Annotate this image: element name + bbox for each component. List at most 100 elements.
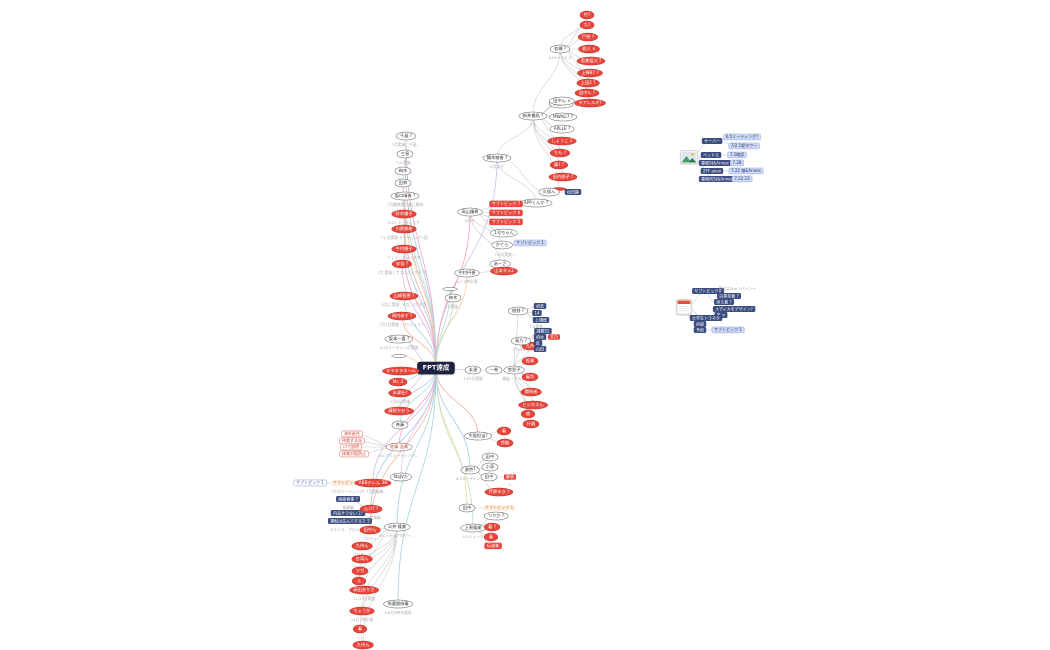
central-topic[interactable]: FPT達成 (417, 361, 455, 375)
mindmap-node-l17[interactable]: 藤野かおう (384, 406, 414, 416)
mindmap-node-q2[interactable]: 台湾ん (351, 554, 373, 564)
mindmap-node-g11[interactable]: 山本タメ2 (490, 266, 518, 276)
mindmap-node-r19[interactable]: 文乃 (548, 334, 560, 340)
mindmap-node-g1[interactable]: 高山優希 (457, 207, 483, 217)
mindmap-node-l13[interactable] (391, 354, 407, 358)
mindmap-node-m2[interactable]: 新井貴皓 ? (518, 111, 548, 121)
mindmap-node-i11[interactable]: 事務所St&Annex (698, 175, 736, 183)
mindmap-node-l9[interactable]: 安倍 ? (391, 259, 413, 269)
mindmap-node-j6[interactable]: メディカをデザイン? (712, 305, 756, 313)
mindmap-node-k10[interactable]: 高級検事 ? (336, 495, 360, 503)
mindmap-node-i2[interactable]: サーバー (701, 137, 723, 145)
mindmap-node-b9[interactable]: 芹那ゆき ? (484, 487, 514, 497)
mindmap-node-j2[interactable]: サブトピック× (692, 287, 724, 295)
mindmap-node-b2[interactable]: 着 (497, 426, 511, 436)
mindmap-node-r18[interactable]: 初め (533, 333, 547, 341)
mindmap-node-m4[interactable]: MWAG7 ? (548, 112, 578, 122)
mindmap-node-r13[interactable]: 14 (532, 309, 542, 317)
mindmap-node-g2[interactable]: サブトピック 7 (489, 200, 523, 208)
mindmap-node-l16[interactable]: 米津社? (388, 388, 412, 398)
mindmap-node-r7[interactable]: 関係者 (520, 387, 542, 397)
mindmap-node-b12[interactable]: 上原隆美 (460, 523, 486, 533)
mindmap-node-k4[interactable]: 体質対面防止 (339, 450, 369, 458)
mindmap-node-k13[interactable]: んパ? ? (359, 504, 383, 514)
mindmap-node-b15[interactable]: 着 (484, 532, 498, 542)
mindmap-node-i3[interactable]: 6.5ミーティング? (723, 133, 761, 141)
mindmap-node-m11[interactable]: 久保ん (538, 187, 560, 197)
mindmap-node-b4[interactable]: 源京? (460, 465, 480, 475)
mindmap-node-r21[interactable]: 山田 (533, 345, 547, 353)
mindmap-node-l5[interactable]: 坂口晴香 ? (390, 191, 420, 201)
mindmap-node-j9[interactable]: 初級 (693, 320, 707, 328)
mindmap-node-q4[interactable]: ル (352, 576, 366, 586)
mindmap-node-b3[interactable]: 首脳 (496, 438, 514, 448)
mindmap-node-i8[interactable]: 7.28 (730, 159, 744, 167)
mindmap-node-m13[interactable]: APPくんか ? (519, 198, 553, 208)
mindmap-node-g7[interactable]: サブトピック 1 (513, 239, 547, 247)
mindmap-node-t2[interactable]: 竹? (579, 10, 595, 20)
mindmap-node-k5[interactable]: 佐藤 浩美 (385, 442, 413, 452)
mindmap-node-i7[interactable]: 事務St&Annex (698, 159, 732, 167)
mindmap-node-m7[interactable]: ちも ? (549, 148, 571, 158)
mindmap-node-k8[interactable]: サブトピック 1 (330, 480, 364, 486)
mindmap-node-l2[interactable]: 三島 (396, 149, 414, 159)
mindmap-node-m12[interactable]: 松田静 (564, 188, 582, 196)
mindmap-node-k3[interactable]: 口で説明 (340, 443, 362, 451)
mindmap-node-b16[interactable]: 伝道者 (484, 542, 502, 550)
mindmap-node-r16[interactable]: 発乃 ? (510, 336, 532, 346)
mindmap-node-g12[interactable] (442, 287, 458, 291)
mindmap-node-l8[interactable]: 今村順子 (391, 244, 417, 254)
mindmap-node-r8[interactable]: ヒジネスん (518, 400, 548, 410)
mindmap-node-g6[interactable]: かてら (491, 240, 513, 250)
mindmap-node-i10[interactable]: 7.22 継&Annex (728, 167, 764, 175)
mindmap-node-j5[interactable]: 添え着 ? (714, 298, 734, 306)
mindmap-node-b14[interactable]: 着 ? (484, 522, 500, 532)
mindmap-node-r11[interactable]: 紺野 ? (507, 306, 529, 316)
mindmap-node-l11[interactable]: 岡内あず ? (387, 311, 417, 321)
mindmap-node-r2[interactable]: 一希 (485, 365, 503, 375)
mindmap-node-t3[interactable]: 九? (579, 20, 595, 30)
mindmap-node-m5[interactable]: APLLE ? (549, 124, 575, 134)
mindmap-node-q7[interactable]: 着 (353, 624, 367, 634)
mindmap-node-t10[interactable]: ラアレルギ? (574, 98, 606, 108)
mindmap-node-l18[interactable]: 斉藤 (391, 420, 409, 430)
mindmap-node-i12[interactable]: 7.22 23 (731, 175, 753, 183)
mindmap-node-g4[interactable]: サブトピック 5 (489, 218, 523, 226)
mindmap-node-b1[interactable]: 大阪担当? (464, 431, 492, 441)
mindmap-node-r9[interactable]: 貸 (521, 409, 535, 419)
mindmap-node-b13[interactable]: つりか ? (483, 511, 509, 521)
mindmap-node-k1[interactable]: 海外赴任 (341, 430, 363, 438)
mindmap-node-k14[interactable]: 田中ん (359, 525, 381, 535)
mindmap-node-t4[interactable]: 戸惑 ? (577, 32, 599, 42)
mindmap-node-k12[interactable]: 運転は先んですまた 5 (327, 517, 373, 525)
mindmap-node-l15[interactable]: Mr. 3 (388, 377, 408, 387)
mindmap-node-r1[interactable]: 友達 (464, 365, 482, 375)
mindmap-node-k6[interactable]: NaJVた (389, 472, 413, 482)
mindmap-node-i6[interactable]: 7.2確認 (727, 151, 747, 159)
mindmap-node-b10[interactable]: 田中 (458, 503, 476, 513)
mindmap-node-k9[interactable]: ABBドレん 3B (354, 478, 392, 488)
mindmap-node-j10[interactable]: 予約 (693, 326, 707, 334)
mindmap-node-r5[interactable]: 投資 (521, 356, 539, 366)
mindmap-node-j11[interactable]: サブトピック 1 (711, 326, 745, 334)
mindmap-node-r20[interactable]: 区 (533, 339, 543, 347)
mindmap-node-b11[interactable]: サブトピック 1 (482, 505, 516, 511)
mindmap-node-b6[interactable]: 小泉 (481, 462, 499, 472)
mindmap-node-r12[interactable]: 初恋 (533, 302, 547, 310)
mindmap-node-q5[interactable]: 高田ありさ (349, 585, 379, 595)
mindmap-node-k11[interactable]: 内品サラない 2? (330, 509, 366, 517)
mindmap-node-j8[interactable]: 大学生トラネタ (689, 314, 723, 322)
mindmap-node-m6[interactable]: しょうこ 2 (547, 136, 577, 146)
mindmap-node-r14[interactable]: 上通既 (532, 316, 550, 324)
mindmap-node-t8[interactable]: 上田2 ? (576, 78, 600, 88)
mindmap-node-m8[interactable]: 藤? ? (549, 160, 569, 170)
image-icon[interactable] (680, 150, 698, 164)
mindmap-node-t11[interactable]: 田中ん × (549, 96, 575, 106)
mindmap-node-q6[interactable]: ちょうが (349, 606, 375, 616)
mindmap-node-l7[interactable]: 川原美希 (391, 224, 417, 234)
mindmap-node-t1[interactable]: 若槻 ? (549, 44, 571, 54)
mindmap-node-r10[interactable]: 什器 (522, 419, 540, 429)
mindmap-node-l1[interactable]: 千晶 ? (395, 131, 417, 141)
mindmap-node-j4[interactable]: 白黒茶着 ? (717, 292, 741, 300)
mindmap-node-t7[interactable]: 上輝87 ? (577, 68, 603, 78)
